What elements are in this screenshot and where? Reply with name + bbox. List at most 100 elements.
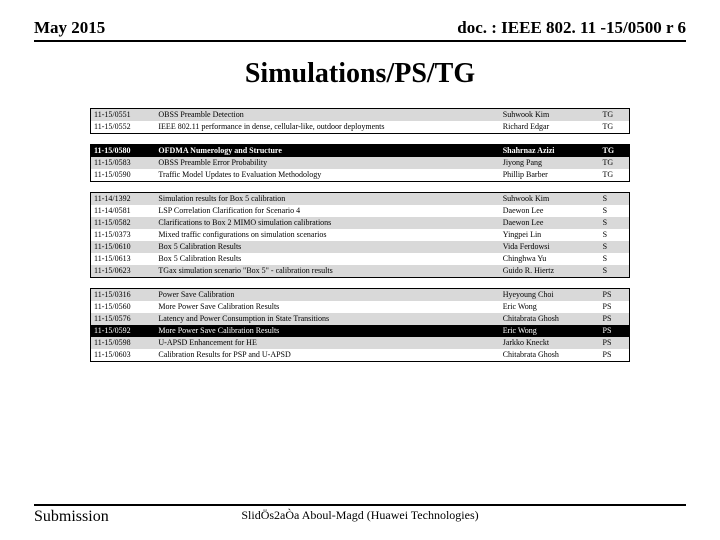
table-cell: Jarkko Kneckt xyxy=(500,337,600,349)
table-cell: Chitabrata Ghosh xyxy=(500,313,600,325)
table-cell: S xyxy=(600,193,630,206)
table-row: 11-15/0580OFDMA Numerology and Structure… xyxy=(91,145,630,158)
table-cell: Latency and Power Consumption in State T… xyxy=(155,313,499,325)
data-table: 11-15/0580OFDMA Numerology and Structure… xyxy=(90,144,630,182)
table-cell: S xyxy=(600,229,630,241)
footer-center: SlidÖs2aÒa Aboul-Magd (Huawei Technologi… xyxy=(241,508,478,523)
table-cell: Power Save Calibration xyxy=(155,289,499,302)
table-cell: Box 5 Calibration Results xyxy=(155,241,499,253)
table-cell: 11-14/0581 xyxy=(91,205,156,217)
table-cell: OFDMA Numerology and Structure xyxy=(155,145,499,158)
table-cell: TG xyxy=(600,157,630,169)
table-cell: 11-14/1392 xyxy=(91,193,156,206)
tables-container: 11-15/0551OBSS Preamble DetectionSuhwook… xyxy=(90,108,630,362)
table-row: 11-14/0581LSP Correlation Clarification … xyxy=(91,205,630,217)
table-cell: PS xyxy=(600,349,630,362)
page-header: May 2015 doc. : IEEE 802. 11 -15/0500 r … xyxy=(34,18,686,42)
table-row: 11-15/0373Mixed traffic configurations o… xyxy=(91,229,630,241)
header-doc-id: doc. : IEEE 802. 11 -15/0500 r 6 xyxy=(457,18,686,38)
table-cell: 11-15/0582 xyxy=(91,217,156,229)
table-cell: Suhwook Kim xyxy=(500,193,600,206)
table-cell: TG xyxy=(600,109,630,122)
table-row: 11-15/0551OBSS Preamble DetectionSuhwook… xyxy=(91,109,630,122)
page-title: Simulations/PS/TG xyxy=(34,58,686,90)
table-cell: 11-15/0373 xyxy=(91,229,156,241)
table-cell: PS xyxy=(600,313,630,325)
table-cell: Eric Wong xyxy=(500,301,600,313)
table-row: 11-15/0576Latency and Power Consumption … xyxy=(91,313,630,325)
table-cell: 11-15/0603 xyxy=(91,349,156,362)
table-cell: 11-15/0623 xyxy=(91,265,156,278)
table-cell: IEEE 802.11 performance in dense, cellul… xyxy=(155,121,499,134)
table-row: 11-15/0613Box 5 Calibration ResultsChing… xyxy=(91,253,630,265)
data-table: 11-14/1392Simulation results for Box 5 c… xyxy=(90,192,630,278)
table-cell: OBSS Preamble Error Probability xyxy=(155,157,499,169)
table-cell: 11-15/0590 xyxy=(91,169,156,182)
page-footer: Submission SlidÖs2aÒa Aboul-Magd (Huawei… xyxy=(34,504,686,526)
table-cell: OBSS Preamble Detection xyxy=(155,109,499,122)
table-cell: PS xyxy=(600,337,630,349)
table-cell: 11-15/0576 xyxy=(91,313,156,325)
table-cell: S xyxy=(600,265,630,278)
table-cell: S xyxy=(600,205,630,217)
table-cell: 11-15/0552 xyxy=(91,121,156,134)
table-cell: TG xyxy=(600,121,630,134)
table-cell: TGax simulation scenario "Box 5" - calib… xyxy=(155,265,499,278)
table-cell: PS xyxy=(600,289,630,302)
data-table: 11-15/0551OBSS Preamble DetectionSuhwook… xyxy=(90,108,630,134)
data-table: 11-15/0316Power Save CalibrationHyeyoung… xyxy=(90,288,630,362)
table-cell: Guido R. Hiertz xyxy=(500,265,600,278)
table-cell: 11-15/0592 xyxy=(91,325,156,337)
table-cell: Clarifications to Box 2 MIMO simulation … xyxy=(155,217,499,229)
table-cell: Box 5 Calibration Results xyxy=(155,253,499,265)
table-cell: S xyxy=(600,217,630,229)
table-row: 11-15/0603Calibration Results for PSP an… xyxy=(91,349,630,362)
table-cell: More Power Save Calibration Results xyxy=(155,325,499,337)
header-date: May 2015 xyxy=(34,18,105,38)
table-cell: Yingpei Lin xyxy=(500,229,600,241)
table-row: 11-15/0316Power Save CalibrationHyeyoung… xyxy=(91,289,630,302)
table-cell: 11-15/0598 xyxy=(91,337,156,349)
table-cell: Hyeyoung Choi xyxy=(500,289,600,302)
table-cell: Daewon Lee xyxy=(500,205,600,217)
table-cell: LSP Correlation Clarification for Scenar… xyxy=(155,205,499,217)
table-cell: 11-15/0580 xyxy=(91,145,156,158)
table-row: 11-15/0583OBSS Preamble Error Probabilit… xyxy=(91,157,630,169)
table-cell: Vida Ferdowsi xyxy=(500,241,600,253)
table-row: 11-15/0623TGax simulation scenario "Box … xyxy=(91,265,630,278)
table-cell: S xyxy=(600,253,630,265)
table-cell: Suhwook Kim xyxy=(500,109,600,122)
table-row: 11-15/0598U-APSD Enhancement for HEJarkk… xyxy=(91,337,630,349)
table-cell: Eric Wong xyxy=(500,325,600,337)
table-cell: Shahrnaz Azizi xyxy=(500,145,600,158)
table-cell: Chitabrata Ghosh xyxy=(500,349,600,362)
table-cell: Phillip Barber xyxy=(500,169,600,182)
table-cell: PS xyxy=(600,325,630,337)
table-cell: 11-15/0316 xyxy=(91,289,156,302)
table-cell: More Power Save Calibration Results xyxy=(155,301,499,313)
table-cell: 11-15/0613 xyxy=(91,253,156,265)
table-cell: Chinghwa Yu xyxy=(500,253,600,265)
table-cell: Simulation results for Box 5 calibration xyxy=(155,193,499,206)
table-row: 11-15/0610Box 5 Calibration ResultsVida … xyxy=(91,241,630,253)
table-row: 11-15/0560More Power Save Calibration Re… xyxy=(91,301,630,313)
table-row: 11-14/1392Simulation results for Box 5 c… xyxy=(91,193,630,206)
table-cell: S xyxy=(600,241,630,253)
table-cell: 11-15/0560 xyxy=(91,301,156,313)
table-cell: Traffic Model Updates to Evaluation Meth… xyxy=(155,169,499,182)
footer-left: Submission xyxy=(34,508,109,526)
table-cell: Richard Edgar xyxy=(500,121,600,134)
table-cell: Jiyong Pang xyxy=(500,157,600,169)
table-row: 11-15/0592More Power Save Calibration Re… xyxy=(91,325,630,337)
table-row: 11-15/0582Clarifications to Box 2 MIMO s… xyxy=(91,217,630,229)
table-cell: PS xyxy=(600,301,630,313)
table-cell: Daewon Lee xyxy=(500,217,600,229)
table-row: 11-15/0552IEEE 802.11 performance in den… xyxy=(91,121,630,134)
table-cell: Mixed traffic configurations on simulati… xyxy=(155,229,499,241)
table-cell: Calibration Results for PSP and U-APSD xyxy=(155,349,499,362)
table-cell: 11-15/0610 xyxy=(91,241,156,253)
table-cell: TG xyxy=(600,145,630,158)
table-cell: 11-15/0551 xyxy=(91,109,156,122)
table-cell: U-APSD Enhancement for HE xyxy=(155,337,499,349)
table-row: 11-15/0590Traffic Model Updates to Evalu… xyxy=(91,169,630,182)
